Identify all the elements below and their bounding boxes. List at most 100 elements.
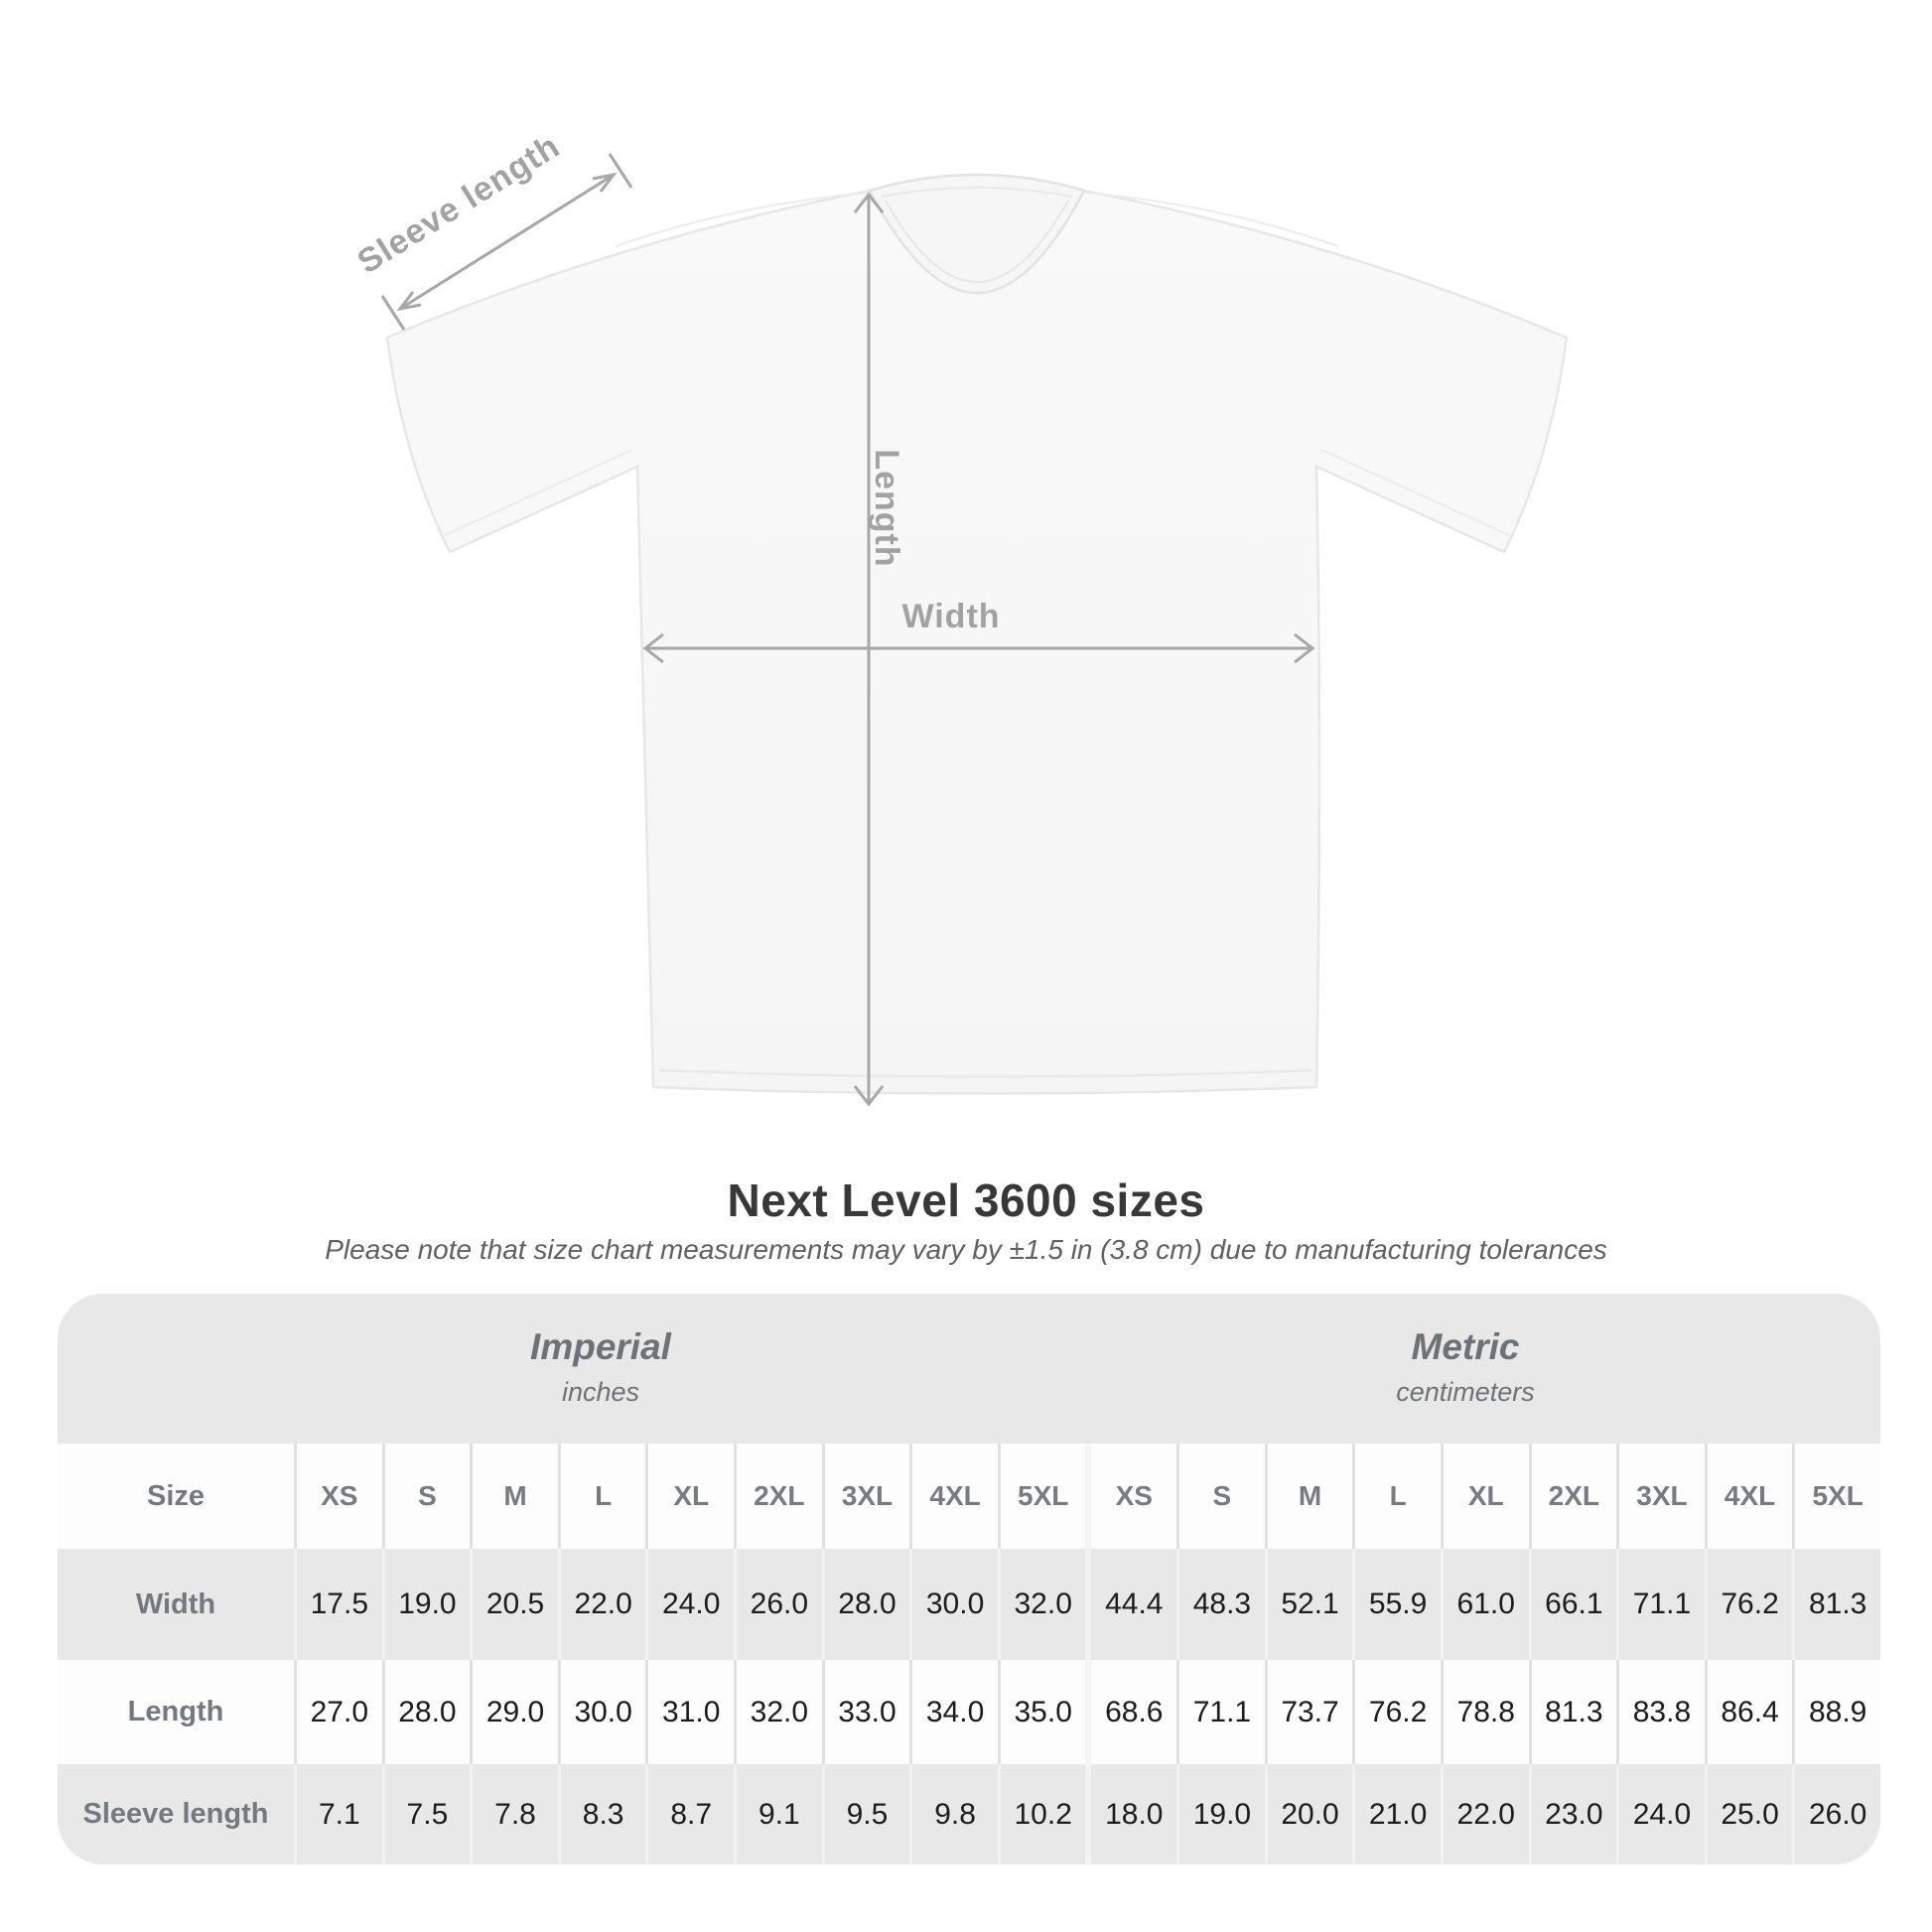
value-cell: 7.1 — [294, 1764, 382, 1864]
value-cell: 61.0 — [1440, 1549, 1529, 1660]
value-cell: 10.2 — [997, 1764, 1086, 1864]
value-cell: 7.5 — [381, 1764, 471, 1864]
tshirt-cuff-seams — [444, 449, 1510, 536]
size-header-cell: 3XL — [821, 1444, 910, 1549]
tshirt-hem-seam — [658, 1068, 1313, 1078]
value-cell: 31.0 — [645, 1660, 734, 1764]
size-chart-table: Imperial inches Metric centimeters Size X… — [58, 1294, 1880, 1864]
tshirt-shoulder-seams — [615, 192, 1339, 247]
value-cell: 30.0 — [909, 1549, 998, 1660]
value-cell: 34.0 — [909, 1660, 998, 1764]
width-arrow — [642, 632, 1315, 664]
size-header-cell: 3XL — [1616, 1444, 1705, 1549]
value-cell: 26.0 — [1792, 1764, 1880, 1864]
value-cell: 68.6 — [1085, 1660, 1176, 1764]
value-cell: 81.3 — [1792, 1549, 1880, 1660]
value-cell: 28.0 — [381, 1660, 471, 1764]
tshirt-body — [385, 173, 1569, 1095]
value-cell: 19.0 — [1176, 1764, 1265, 1864]
value-cell: 86.4 — [1704, 1660, 1793, 1764]
tshirt-collar-inner-seam — [885, 200, 1069, 283]
value-cell: 21.0 — [1352, 1764, 1441, 1864]
size-header-cell: 5XL — [997, 1444, 1086, 1549]
table-row: Width 17.5 19.0 20.5 22.0 24.0 26.0 28.0 30.0 32.… — [58, 1549, 1880, 1660]
size-header-cell: XL — [1440, 1444, 1529, 1549]
tshirt-measurement-diagram: Sleeve length Length Width — [351, 127, 1569, 1107]
value-cell: 28.0 — [821, 1549, 910, 1660]
corner-label: Size — [146, 1479, 206, 1512]
value-cell: 23.0 — [1528, 1764, 1617, 1864]
value-cell: 33.0 — [821, 1660, 910, 1764]
value-cell: 52.1 — [1264, 1549, 1353, 1660]
value-cell: 44.4 — [1085, 1549, 1176, 1660]
value-cell: 17.5 — [294, 1549, 382, 1660]
metric-header: Metric centimeters — [1050, 1294, 1880, 1444]
size-header-cell: L — [1352, 1444, 1441, 1549]
width-label: Width — [901, 598, 1000, 635]
value-cell: 8.7 — [645, 1764, 734, 1864]
row-label: Length — [127, 1696, 224, 1727]
size-header-cell: XS — [1085, 1444, 1176, 1549]
value-cell: 55.9 — [1352, 1549, 1441, 1660]
value-cell: 76.2 — [1352, 1660, 1441, 1764]
value-cell: 25.0 — [1704, 1764, 1793, 1864]
size-header-cell: M — [1264, 1444, 1353, 1549]
page-subtitle: Please note that size chart measurements… — [325, 1234, 1607, 1265]
value-cell: 30.0 — [557, 1660, 646, 1764]
value-cell: 8.3 — [557, 1764, 646, 1864]
size-header-cell: 2XL — [1528, 1444, 1617, 1549]
value-cell: 29.0 — [470, 1660, 558, 1764]
imperial-header: Imperial inches — [58, 1294, 1144, 1444]
size-header-cell: 4XL — [909, 1444, 998, 1549]
value-cell: 66.1 — [1528, 1549, 1617, 1660]
size-header-cell: XL — [645, 1444, 734, 1549]
row-label: Width — [135, 1587, 216, 1620]
sleeve-length-label: Sleeve length — [351, 127, 567, 281]
length-label: Length — [868, 449, 905, 567]
size-header-cell: S — [381, 1444, 471, 1549]
size-header-cell: 2XL — [734, 1444, 822, 1549]
size-header-cell: 4XL — [1704, 1444, 1793, 1549]
size-header-cell: M — [470, 1444, 558, 1549]
value-cell: 78.8 — [1440, 1660, 1529, 1764]
value-cell: 35.0 — [997, 1660, 1086, 1764]
value-cell: 71.1 — [1616, 1549, 1705, 1660]
imperial-header-unit: inches — [561, 1377, 640, 1407]
value-cell: 32.0 — [997, 1549, 1086, 1660]
value-cell: 20.5 — [470, 1549, 558, 1660]
value-cell: 88.9 — [1792, 1660, 1880, 1764]
value-cell: 24.0 — [645, 1549, 734, 1660]
tshirt-collar — [868, 173, 1086, 295]
size-header-cell: XS — [294, 1444, 382, 1549]
value-cell: 18.0 — [1085, 1764, 1176, 1864]
size-header-cell: L — [557, 1444, 646, 1549]
value-cell: 22.0 — [557, 1549, 646, 1660]
page-title: Next Level 3600 sizes — [727, 1174, 1205, 1226]
value-cell: 9.5 — [821, 1764, 910, 1864]
value-cell: 26.0 — [734, 1549, 822, 1660]
value-cell: 22.0 — [1440, 1764, 1529, 1864]
row-label: Sleeve length — [82, 1798, 269, 1830]
value-cell: 32.0 — [734, 1660, 822, 1764]
value-cell: 7.8 — [470, 1764, 558, 1864]
size-header-cell: S — [1176, 1444, 1265, 1549]
value-cell: 27.0 — [294, 1660, 382, 1764]
value-cell: 81.3 — [1528, 1660, 1617, 1764]
value-cell: 73.7 — [1264, 1660, 1353, 1764]
size-header-cell: 5XL — [1792, 1444, 1880, 1549]
size-table-rows: Size XS S M L XL 2XL 3XL 4XL 5XL XS S M L XL 2XL 3XL 4XL 5… — [58, 1444, 1880, 1864]
tshirt-diagram-svg: Sleeve length Length Width — [351, 127, 1569, 1107]
value-cell: 83.8 — [1616, 1660, 1705, 1764]
metric-header-title: Metric — [1411, 1326, 1520, 1367]
value-cell: 9.1 — [734, 1764, 822, 1864]
table-row: Sleeve length 7.1 7.5 7.8 8.3 8.7 9.1 9.5 9.8 10.… — [58, 1764, 1880, 1864]
value-cell: 24.0 — [1616, 1764, 1705, 1864]
table-row: Length 27.0 28.0 29.0 30.0 31.0 32.0 33.0 34.0 35… — [58, 1660, 1880, 1764]
value-cell: 71.1 — [1176, 1660, 1265, 1764]
value-cell: 76.2 — [1704, 1549, 1793, 1660]
imperial-header-title: Imperial — [530, 1326, 671, 1367]
tshirt-collar-top-seam — [881, 187, 1073, 198]
metric-header-unit: centimeters — [1396, 1377, 1535, 1407]
sleeve-length-arrow — [380, 153, 633, 331]
value-cell: 20.0 — [1264, 1764, 1353, 1864]
